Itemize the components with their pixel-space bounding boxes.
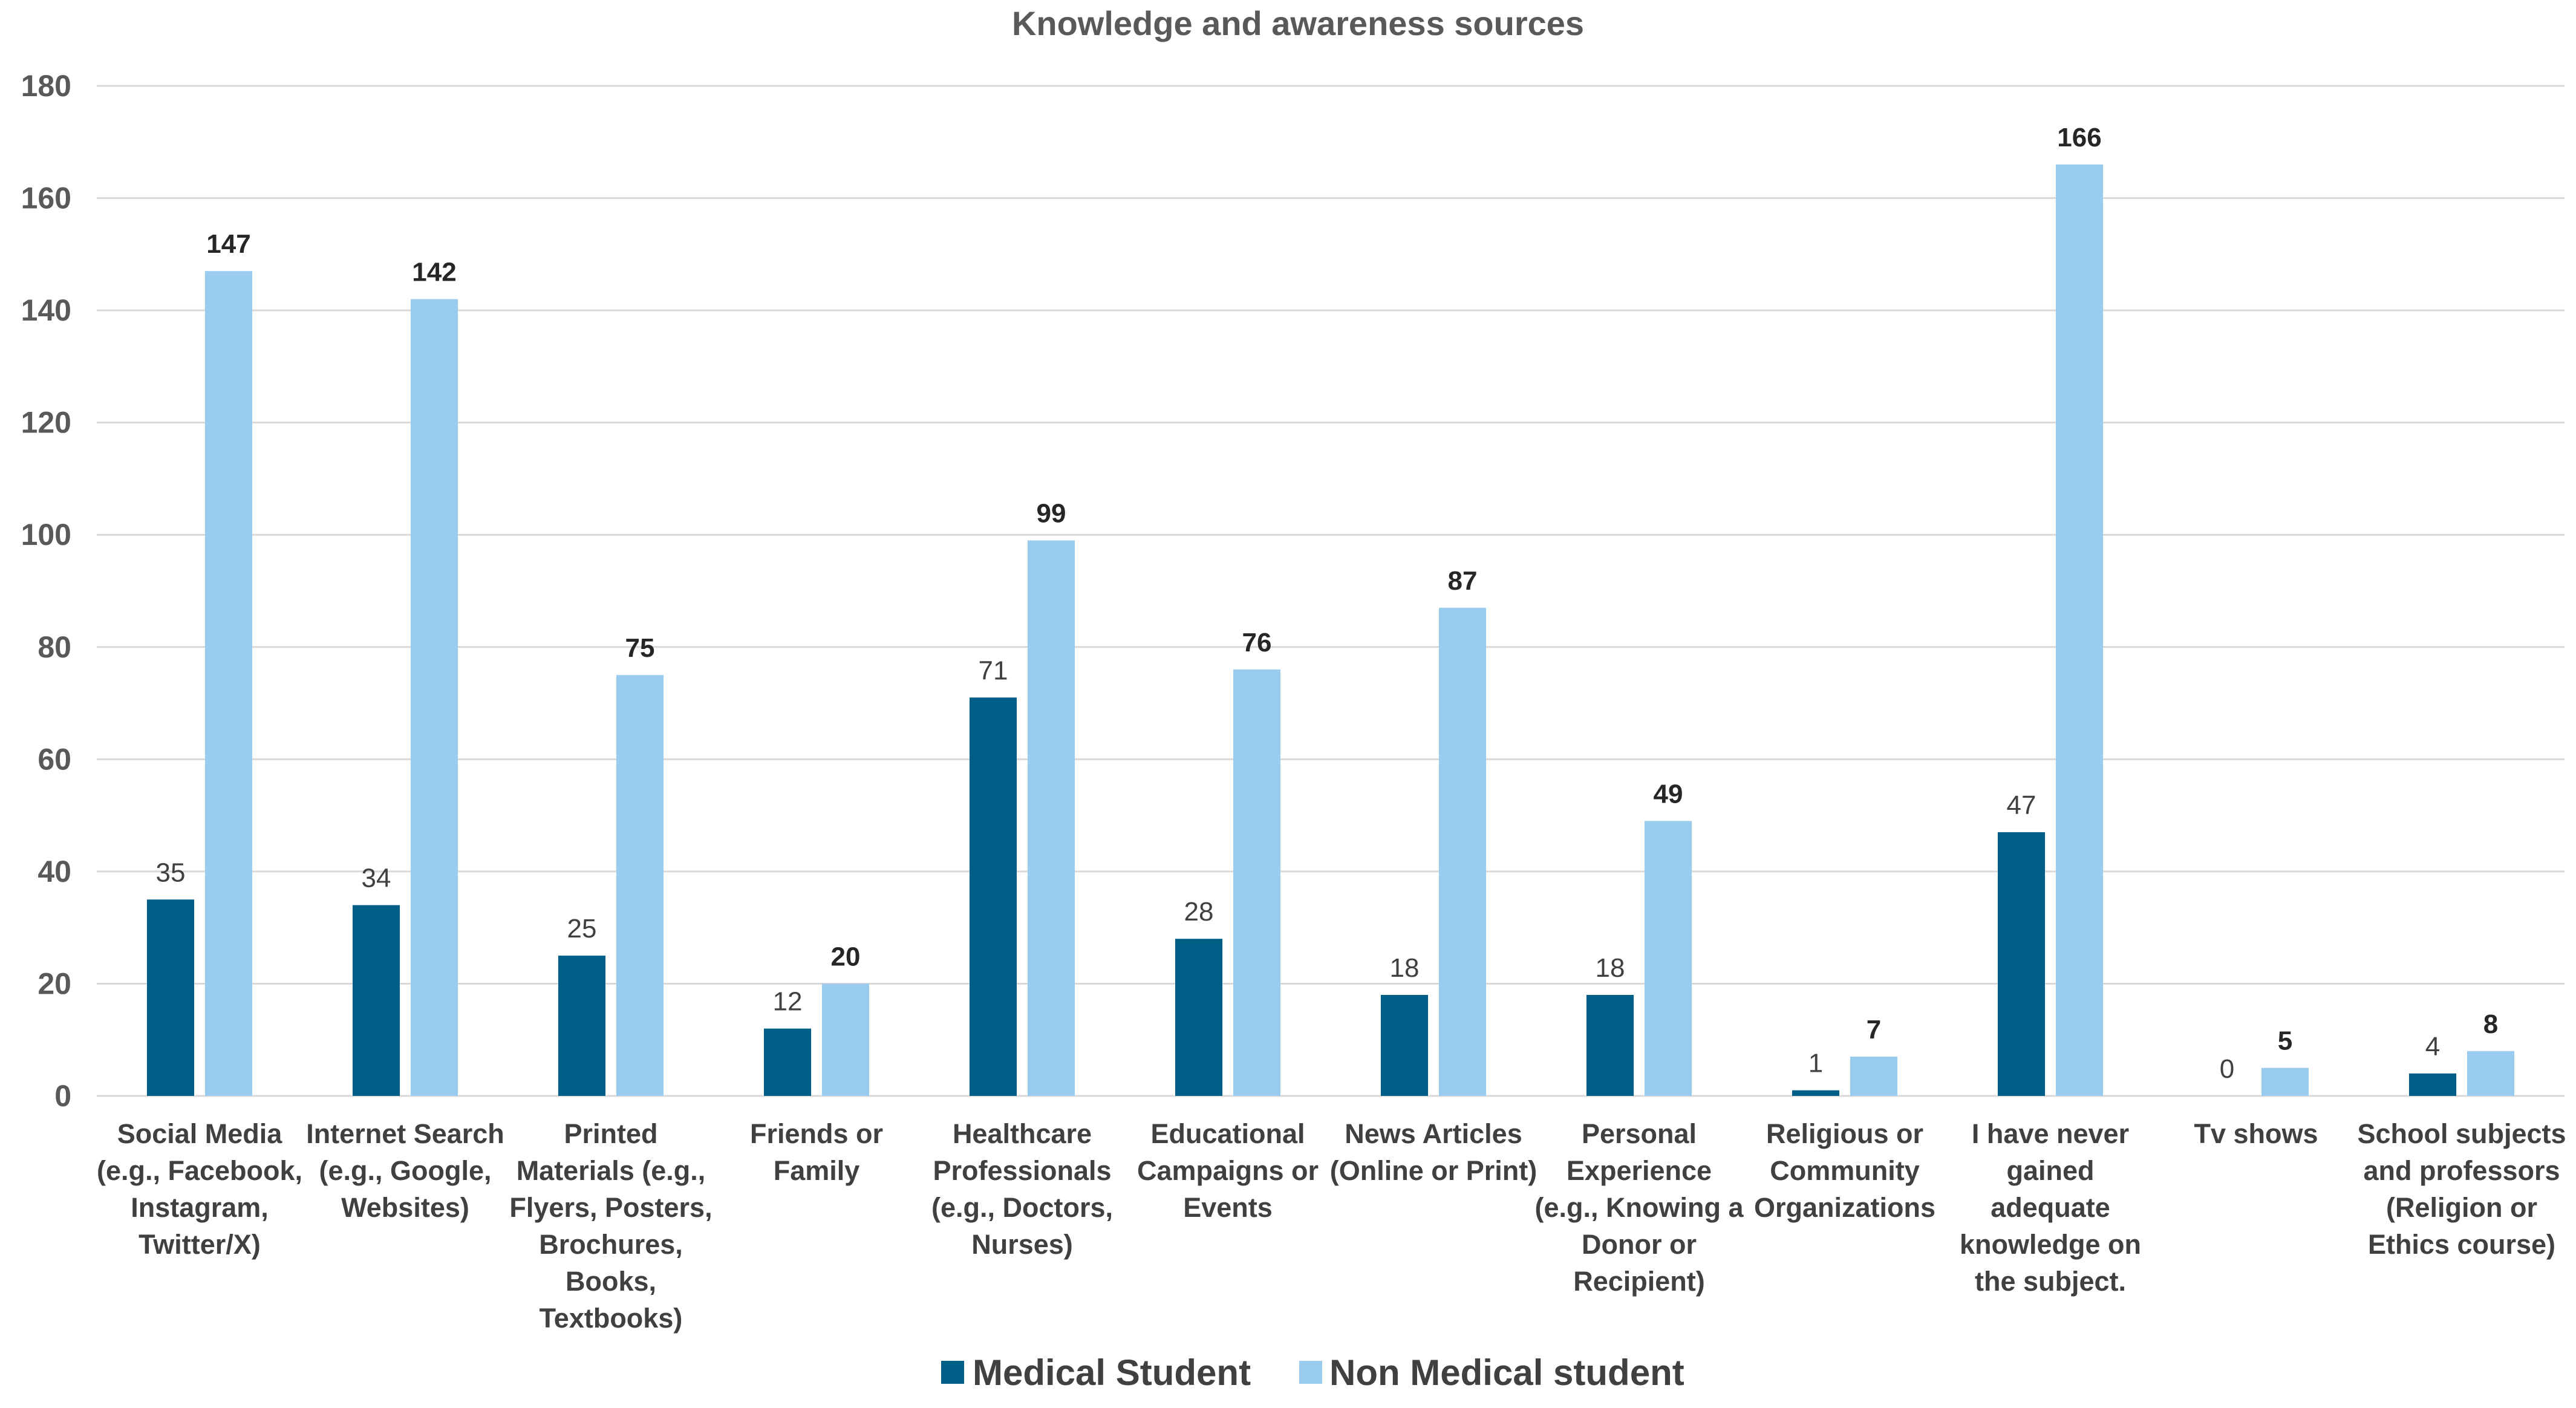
y-tick-label: 140	[21, 293, 71, 327]
y-tick-label: 0	[54, 1079, 71, 1113]
x-category-label: News Articles (Online or Print)	[1330, 1118, 1537, 1186]
data-label-non-medical: 166	[2057, 123, 2101, 152]
bar-medical-student	[1792, 1090, 1839, 1096]
data-label-non-medical: 75	[625, 633, 655, 663]
x-category-label: Personal Experience (e.g., Knowing a Donor …	[1535, 1118, 1744, 1297]
legend-label: Medical Student	[973, 1352, 1251, 1393]
legend-item-medical-student[interactable]: Medical Student	[941, 1352, 1251, 1393]
data-label-medical: 35	[156, 858, 186, 887]
bar-non-medical-student	[2056, 164, 2103, 1096]
data-label-medical: 34	[362, 864, 391, 893]
bar-non-medical-student	[411, 299, 458, 1096]
data-label-medical: 4	[2425, 1032, 2440, 1061]
data-label-medical: 25	[567, 914, 597, 944]
bar-non-medical-student	[616, 675, 664, 1096]
data-label-non-medical: 142	[412, 258, 456, 287]
bar-medical-student	[1586, 995, 1634, 1096]
chart-title: Knowledge and awareness sources	[1012, 4, 1584, 42]
x-category-label: Printed Materials (e.g., Flyers, Posters, B…	[509, 1118, 712, 1334]
legend[interactable]: Medical Student Non Medical student	[941, 1352, 1684, 1393]
data-label-medical: 18	[1390, 953, 1420, 983]
bar-medical-student	[147, 899, 194, 1096]
y-tick-label: 20	[37, 966, 71, 1000]
data-label-medical: 1	[1808, 1049, 1823, 1078]
bar-medical-student	[764, 1028, 811, 1096]
bars	[147, 164, 2514, 1097]
bar-medical-student	[558, 956, 605, 1096]
y-tick-label: 60	[37, 742, 71, 776]
x-category-label: I have never gained adequate knowledge on th…	[1960, 1118, 2141, 1297]
data-label-non-medical: 5	[2278, 1026, 2292, 1056]
y-tick-label: 180	[21, 69, 71, 103]
data-labels: 35 147 34 142 25 75 12 20 71 99 28 76 18 87 18 49 1 7 47 16…	[156, 123, 2499, 1084]
bar-medical-student	[2409, 1073, 2456, 1096]
x-category-label: School subjects and professors (Religion o…	[2357, 1118, 2566, 1260]
x-category-label: Educational Campaigns or Events	[1137, 1118, 1319, 1223]
legend-swatch	[941, 1361, 964, 1384]
x-category-label: Religious or Community Organizations	[1754, 1118, 1935, 1223]
data-label-medical: 71	[979, 656, 1008, 685]
bar-non-medical-student	[822, 983, 869, 1096]
y-tick-label: 40	[37, 855, 71, 888]
data-label-medical: 0	[2220, 1054, 2234, 1084]
bar-non-medical-student	[205, 271, 252, 1097]
data-label-non-medical: 87	[1448, 566, 1478, 596]
bar-non-medical-student	[1028, 540, 1075, 1096]
bar-non-medical-student	[2261, 1067, 2309, 1096]
data-label-medical: 47	[2007, 790, 2036, 820]
bar-medical-student	[970, 697, 1017, 1096]
legend-label: Non Medical student	[1329, 1352, 1684, 1393]
data-label-non-medical: 76	[1242, 628, 1272, 657]
bar-non-medical-student	[1439, 607, 1486, 1096]
y-axis: 0 20 40 60 80 100 120 140 160 180	[21, 69, 71, 1113]
legend-swatch	[1299, 1361, 1322, 1384]
x-axis: Social Media (e.g., Facebook, Instagram, Tw…	[97, 1118, 2566, 1334]
data-label-medical: 28	[1184, 897, 1214, 927]
data-label-medical: 18	[1596, 953, 1625, 983]
y-tick-label: 80	[37, 630, 71, 664]
bar-non-medical-student	[2467, 1051, 2514, 1096]
data-label-non-medical: 20	[831, 942, 861, 971]
x-category-label: Friends or Family	[750, 1118, 883, 1186]
bar-medical-student	[1998, 832, 2045, 1096]
bar-medical-student	[1175, 939, 1222, 1096]
bar-non-medical-student	[1850, 1057, 1897, 1096]
y-tick-label: 160	[21, 181, 71, 215]
x-category-label: Healthcare Professionals (e.g., Doctors, Nu…	[931, 1118, 1113, 1260]
data-label-non-medical: 99	[1037, 499, 1066, 529]
y-tick-label: 120	[21, 406, 71, 440]
data-label-non-medical: 49	[1654, 779, 1683, 809]
bar-medical-student	[353, 905, 400, 1096]
data-label-non-medical: 7	[1867, 1015, 1881, 1045]
x-category-label: Social Media (e.g., Facebook, Instagram, Tw…	[97, 1118, 302, 1260]
bar-non-medical-student	[1645, 821, 1692, 1096]
x-category-label: Internet Search (e.g., Google, Websites)	[306, 1118, 504, 1223]
data-label-medical: 12	[773, 987, 803, 1017]
y-tick-label: 100	[21, 518, 71, 552]
gridlines	[97, 85, 2565, 1097]
data-label-non-medical: 147	[206, 229, 250, 259]
legend-item-non-medical-student[interactable]: Non Medical student	[1299, 1352, 1684, 1393]
x-category-label: Tv shows	[2194, 1118, 2318, 1149]
bar-medical-student	[1381, 995, 1428, 1096]
data-label-non-medical: 8	[2483, 1009, 2498, 1039]
bar-non-medical-student	[1233, 669, 1280, 1096]
